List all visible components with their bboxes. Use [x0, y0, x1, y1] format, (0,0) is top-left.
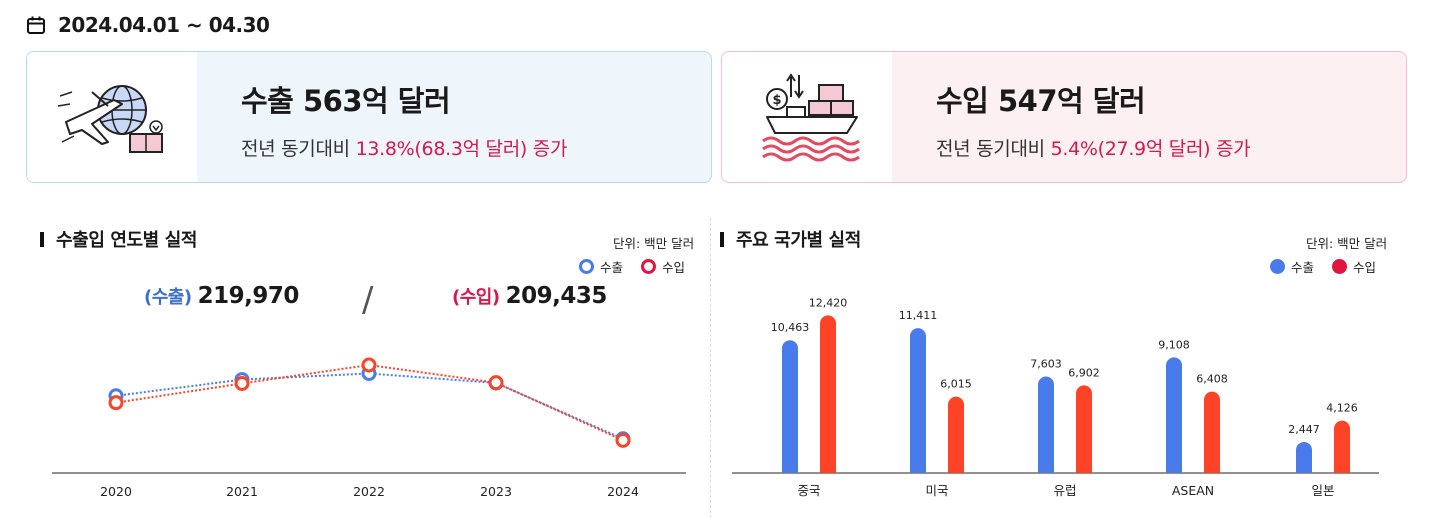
export-annual-total: (수출) 219,970	[144, 283, 299, 309]
period-text: 2024.04.01 ~ 04.30	[58, 13, 270, 37]
title-bar-marker	[40, 231, 44, 247]
country-bar-chart: 10,463 11,411 7,603 9,108 2,447 12,420 6,015 6,…	[732, 296, 1379, 498]
data-label: 6,902	[1068, 366, 1100, 379]
export-icon-box	[27, 52, 197, 182]
legend-import-label: 수입	[1353, 260, 1377, 275]
bar-import	[1204, 391, 1220, 473]
export-summary-card: 수출 563억 달러 전년 동기대비 13.8%(68.3억 달러) 증가	[26, 51, 712, 183]
data-point-import	[108, 395, 124, 411]
export-ring-marker	[579, 259, 594, 274]
left-unit-label: 단위: 백만 달러	[613, 236, 695, 251]
export-total-title: 수출 563억 달러	[241, 84, 451, 118]
data-point-import	[361, 357, 377, 373]
category-label: ASEAN	[1172, 483, 1214, 498]
import-dot-marker	[1332, 259, 1348, 274]
bar-export	[910, 328, 926, 473]
bar-export	[782, 340, 798, 473]
annual-performance-title: 수출입 연도별 실적	[40, 226, 197, 252]
import-total-value: 209,435	[505, 283, 608, 309]
import-summary-card: $ 수입 547억 달러 전년 동기대비 5.4%(27.9억 달러) 증가	[721, 51, 1407, 183]
data-point-import	[488, 375, 504, 391]
import-ring-marker	[641, 259, 657, 274]
country-performance-title-text: 주요 국가별 실적	[736, 230, 861, 251]
cargo-ship-icon: $	[762, 73, 860, 162]
x-tick-label: 2023	[480, 484, 512, 499]
period-header: 2024.04.01 ~ 04.30	[26, 13, 270, 37]
data-label: 9,108	[1158, 338, 1190, 351]
svg-text:$: $	[772, 93, 781, 108]
right-legend: 수출 수입	[1270, 257, 1376, 276]
import-total-label: (수입)	[452, 287, 500, 308]
bar-import	[948, 396, 964, 473]
x-tick-label: 2021	[226, 484, 258, 499]
bar-export	[1166, 357, 1182, 473]
data-label: 2,447	[1288, 423, 1320, 436]
category-label: 미국	[925, 483, 948, 498]
bar-import	[1334, 420, 1350, 473]
data-label: 7,603	[1030, 358, 1062, 371]
export-total-label: (수출)	[144, 287, 192, 308]
panel-divider	[710, 218, 711, 518]
import-change-prefix: 전년 동기대비	[936, 138, 1051, 160]
legend-export-label: 수출	[1291, 260, 1315, 275]
left-legend: 수출 수입	[579, 257, 685, 276]
category-label: 일본	[1311, 483, 1334, 498]
export-dot-marker	[1270, 259, 1285, 274]
x-tick-label: 2020	[100, 484, 132, 499]
export-change-prefix: 전년 동기대비	[241, 138, 356, 160]
import-annual-total: (수입) 209,435	[452, 283, 607, 309]
category-label: 중국	[797, 483, 820, 498]
legend-import: 수입	[1332, 257, 1376, 276]
data-label: 6,015	[940, 378, 972, 391]
data-label: 10,463	[771, 321, 810, 334]
title-bar-marker	[720, 231, 724, 247]
x-tick-label: 2022	[353, 484, 385, 499]
import-change-highlight: 5.4%(27.9억 달러) 증가	[1050, 138, 1251, 160]
legend-export-label: 수출	[600, 260, 624, 275]
annual-performance-title-text: 수출입 연도별 실적	[56, 230, 198, 251]
bar-export	[1038, 376, 1054, 473]
bar-import	[820, 315, 836, 473]
legend-import: 수입	[641, 257, 685, 276]
series-line-import	[115, 363, 624, 442]
airplane-globe-icon	[57, 85, 163, 153]
data-point-import	[234, 375, 250, 391]
bar-export	[1296, 441, 1312, 473]
data-point-import	[615, 432, 631, 448]
right-unit-label: 단위: 백만 달러	[1306, 236, 1388, 251]
import-total-title: 수입 547억 달러	[936, 84, 1146, 118]
series-line-export	[115, 372, 624, 440]
totals-separator: /	[362, 280, 374, 320]
calendar-icon	[27, 16, 45, 34]
data-label: 6,408	[1196, 373, 1228, 386]
import-change-text: 전년 동기대비 5.4%(27.9억 달러) 증가	[936, 134, 1251, 161]
legend-import-label: 수입	[662, 260, 686, 275]
country-performance-title: 주요 국가별 실적	[720, 226, 861, 252]
x-tick-label: 2024	[607, 484, 639, 499]
data-label: 12,420	[809, 296, 848, 309]
export-change-highlight: 13.8%(68.3억 달러) 증가	[355, 138, 568, 160]
legend-export: 수출	[579, 257, 623, 276]
export-total-value: 219,970	[197, 283, 300, 309]
category-label: 유럽	[1053, 483, 1076, 498]
import-icon-box: $	[722, 52, 892, 182]
data-label: 4,126	[1326, 402, 1358, 415]
legend-export: 수출	[1270, 257, 1314, 276]
annual-line-chart: 2020 2021 2022 2023 2024	[52, 357, 686, 499]
bar-import	[1076, 385, 1092, 473]
export-change-text: 전년 동기대비 13.8%(68.3억 달러) 증가	[241, 134, 567, 161]
data-label: 11,411	[899, 309, 938, 322]
